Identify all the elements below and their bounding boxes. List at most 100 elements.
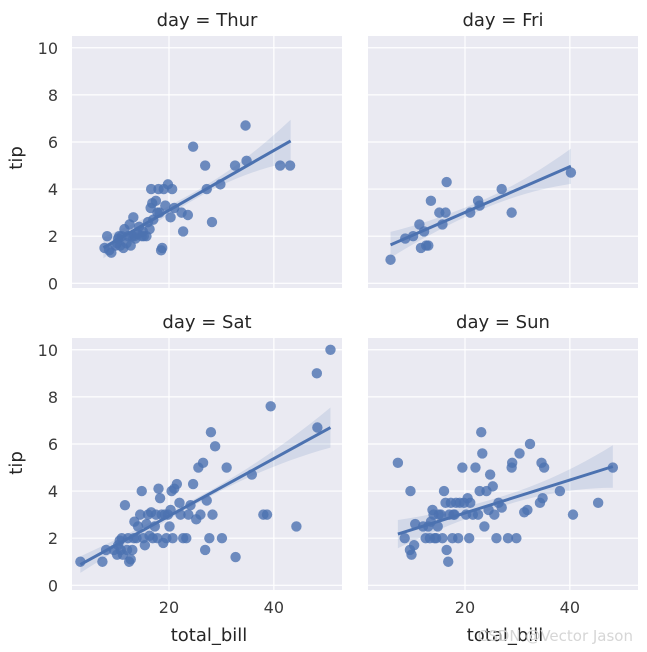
- data-point: [187, 141, 199, 152]
- data-point: [491, 532, 502, 544]
- x-tick-label: 40: [560, 598, 580, 617]
- data-point: [187, 478, 199, 490]
- y-tick-label: 10: [38, 39, 58, 58]
- y-tick-label: 2: [48, 227, 58, 246]
- data-point: [514, 448, 525, 459]
- data-point: [592, 497, 604, 509]
- data-point: [204, 532, 215, 544]
- data-point: [199, 544, 211, 556]
- regression-line: [79, 426, 332, 566]
- data-point: [164, 521, 175, 532]
- data-point: [156, 242, 168, 254]
- regression-line: [102, 139, 292, 249]
- facet-title: day = Sun: [456, 312, 550, 333]
- data-point: [119, 500, 131, 511]
- data-point: [139, 540, 151, 551]
- data-point: [145, 183, 157, 195]
- data-point: [477, 448, 488, 459]
- facet-panel-sun: day = Sun 20 40: [368, 312, 638, 617]
- y-axis-label-top: tip: [6, 146, 27, 169]
- data-point: [166, 183, 178, 195]
- data-point: [171, 478, 183, 490]
- y-tick-label: 4: [48, 482, 58, 501]
- data-point: [567, 509, 579, 520]
- data-point: [437, 532, 448, 544]
- data-point: [153, 483, 164, 494]
- data-point: [484, 469, 496, 480]
- data-point: [457, 462, 468, 473]
- data-point: [265, 401, 276, 412]
- data-point: [134, 509, 146, 520]
- x-tick-label: 20: [159, 598, 179, 617]
- data-point: [524, 438, 536, 450]
- data-point: [182, 209, 194, 221]
- data-point: [132, 521, 144, 532]
- data-point: [537, 492, 548, 504]
- confidence-band: [397, 445, 613, 549]
- data-point: [465, 497, 476, 509]
- x-tick-label: 40: [264, 598, 284, 617]
- data-point: [452, 532, 464, 544]
- data-point: [392, 457, 404, 469]
- data-point: [565, 167, 577, 178]
- data-point: [496, 502, 507, 513]
- data-point: [205, 427, 217, 438]
- y-tick-label: 0: [48, 274, 58, 293]
- data-point: [325, 344, 336, 355]
- data-point: [470, 462, 481, 473]
- data-point: [506, 457, 518, 469]
- facet-title: day = Sat: [162, 312, 251, 333]
- watermark-text: CSDN @Vector Jason: [478, 627, 633, 645]
- data-point: [472, 509, 484, 520]
- data-point: [221, 462, 232, 473]
- data-point: [209, 441, 221, 452]
- regression-line: [389, 164, 572, 247]
- data-point: [101, 230, 113, 242]
- y-axis-label-bottom: tip: [6, 451, 27, 474]
- y-tick-label: 6: [48, 133, 58, 152]
- data-point: [160, 200, 171, 211]
- y-tick-label: 6: [48, 435, 58, 454]
- data-point: [136, 485, 147, 497]
- data-point: [438, 485, 450, 497]
- y-tick-label: 4: [48, 180, 58, 199]
- data-point: [479, 521, 490, 532]
- data-point: [441, 544, 452, 556]
- data-point: [125, 554, 136, 565]
- data-point: [506, 207, 517, 218]
- data-point: [443, 556, 454, 567]
- data-point: [496, 183, 507, 195]
- data-point: [399, 532, 410, 544]
- y-tick-label: 8: [48, 388, 58, 407]
- data-point: [284, 160, 296, 171]
- data-point: [554, 485, 566, 497]
- data-point: [511, 532, 522, 544]
- data-point: [385, 254, 396, 265]
- data-point: [197, 457, 209, 469]
- data-point: [538, 462, 550, 473]
- y-tick-label: 2: [48, 529, 58, 548]
- data-point: [174, 497, 185, 509]
- data-point: [167, 532, 178, 544]
- data-point: [229, 160, 241, 171]
- x-axis-label-right: total_bill: [467, 625, 544, 646]
- data-point: [522, 504, 533, 516]
- data-point: [406, 549, 417, 560]
- y-tick-label: 0: [48, 576, 58, 595]
- data-point: [183, 509, 194, 520]
- data-point: [144, 223, 155, 235]
- data-point: [408, 540, 420, 551]
- data-point: [230, 551, 241, 563]
- data-point: [425, 195, 437, 207]
- facet-title: day = Thur: [157, 10, 258, 31]
- data-point: [240, 120, 251, 131]
- data-point: [177, 226, 189, 237]
- data-point: [274, 160, 286, 171]
- facet-panel-fri: day = Fri: [368, 10, 638, 288]
- data-point: [97, 556, 108, 567]
- data-point: [435, 509, 447, 520]
- data-point: [291, 521, 302, 532]
- facet-panel-thur: day = Thur 0 2 4 6 8 10: [38, 10, 342, 293]
- data-point: [127, 544, 138, 556]
